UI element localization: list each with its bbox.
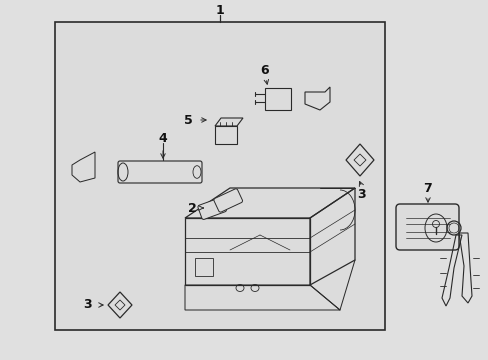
Text: 2: 2 bbox=[187, 202, 196, 215]
Ellipse shape bbox=[431, 220, 439, 228]
Text: 6: 6 bbox=[260, 63, 269, 77]
FancyBboxPatch shape bbox=[213, 189, 242, 212]
Text: 5: 5 bbox=[183, 113, 192, 126]
Polygon shape bbox=[115, 300, 125, 310]
Bar bbox=[215, 126, 237, 144]
Bar bbox=[264, 88, 290, 110]
Text: 1: 1 bbox=[215, 4, 224, 17]
Polygon shape bbox=[353, 154, 365, 166]
Bar bbox=[55, 22, 384, 330]
Text: 7: 7 bbox=[423, 181, 431, 194]
FancyBboxPatch shape bbox=[118, 161, 202, 183]
Text: 3: 3 bbox=[83, 298, 92, 311]
Bar bbox=[195, 258, 213, 276]
Text: 4: 4 bbox=[158, 131, 167, 144]
Text: 3: 3 bbox=[357, 189, 366, 202]
FancyBboxPatch shape bbox=[198, 198, 226, 220]
FancyBboxPatch shape bbox=[395, 204, 458, 250]
